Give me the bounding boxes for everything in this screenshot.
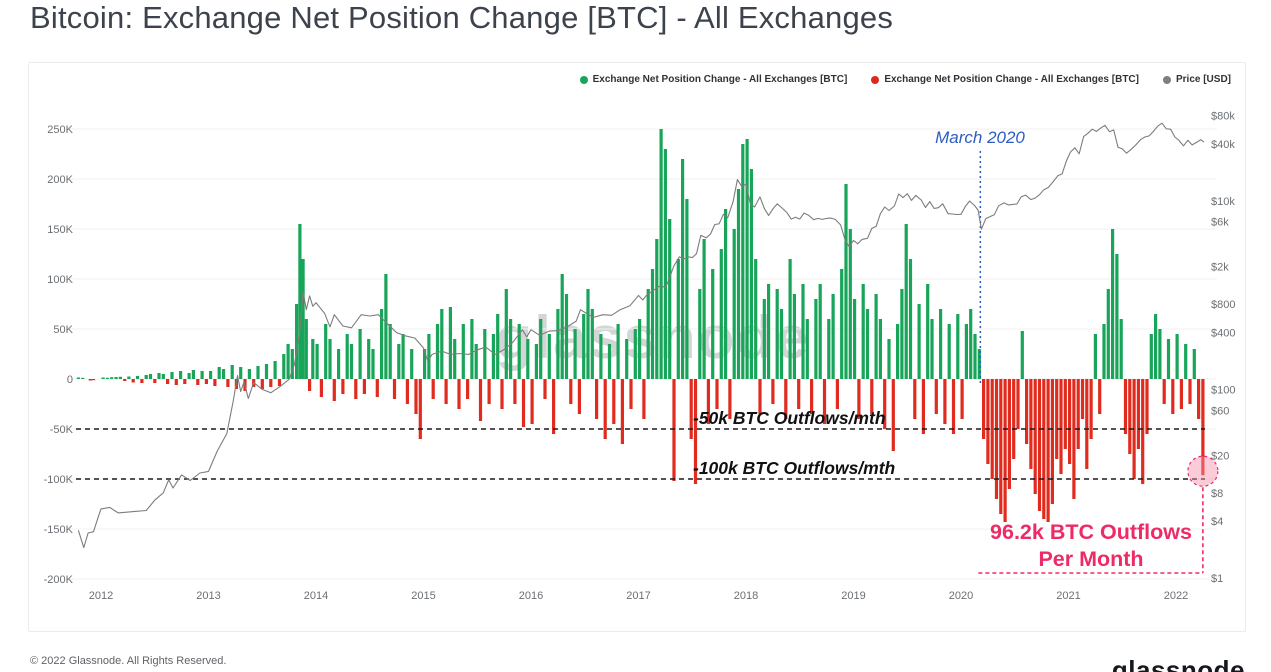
price-line	[77, 122, 1205, 549]
glassnode-logo: glassnode	[1111, 655, 1245, 672]
svg-text:$100: $100	[1211, 384, 1235, 396]
legend-dot-icon	[1162, 75, 1171, 84]
svg-text:$400: $400	[1211, 328, 1235, 340]
legend-dot-icon	[579, 75, 588, 84]
svg-text:250K: 250K	[47, 124, 73, 136]
chart-legend: Exchange Net Position Change - All Excha…	[579, 74, 1231, 85]
svg-text:2013: 2013	[196, 590, 220, 602]
outflow-highlight-label: 96.2k BTC Outflows Per Month	[990, 519, 1192, 573]
legend-item-2[interactable]: Price [USD]	[1162, 74, 1231, 85]
axis-left-labels: 250K 200K 150K 100K 50K 0 -50K -100K -150K -200K	[44, 124, 74, 586]
svg-text:50K: 50K	[53, 324, 73, 336]
outflow-50k-label: -50k BTC Outflows/mth	[693, 408, 886, 428]
svg-text:$20: $20	[1211, 450, 1229, 462]
svg-text:2015: 2015	[411, 590, 435, 602]
svg-text:100K: 100K	[47, 274, 73, 286]
outflow-threshold-lines	[76, 428, 1205, 480]
svg-text:-100K: -100K	[44, 474, 74, 486]
svg-text:$2k: $2k	[1211, 262, 1229, 274]
svg-text:0: 0	[67, 374, 73, 386]
highlight-circle-icon	[1187, 455, 1219, 487]
svg-text:2019: 2019	[841, 590, 865, 602]
page-title: Bitcoin: Exchange Net Position Change [B…	[30, 0, 894, 35]
svg-text:-150K: -150K	[44, 524, 74, 536]
net-position-bars	[76, 129, 1205, 522]
svg-text:200K: 200K	[47, 174, 73, 186]
svg-text:-50K: -50K	[50, 424, 74, 436]
chart-canvas[interactable]: 250K 200K 150K 100K 50K 0 -50K -100K -150K -200K $…	[29, 63, 1245, 631]
outflow-highlight-marker	[978, 455, 1219, 574]
svg-text:$80k: $80k	[1211, 111, 1235, 123]
axis-x-labels: 2012 2013 2014 2015 2016 2017 2018 2019 2020 2021…	[89, 590, 1188, 602]
svg-text:2021: 2021	[1056, 590, 1080, 602]
plot-area: glassnode 250K200K150K100K50K0-50K-100K-…	[29, 63, 1245, 631]
svg-text:$60: $60	[1211, 405, 1229, 417]
legend-label: Price [USD]	[1175, 74, 1231, 85]
svg-text:2020: 2020	[949, 590, 973, 602]
legend-label: Exchange Net Position Change - All Excha…	[592, 74, 848, 85]
svg-text:$6k: $6k	[1211, 217, 1229, 229]
svg-text:$40k: $40k	[1211, 139, 1235, 151]
svg-text:150K: 150K	[47, 224, 73, 236]
legend-label: Exchange Net Position Change - All Excha…	[884, 74, 1139, 85]
svg-text:-200K: -200K	[44, 574, 74, 586]
svg-text:$8: $8	[1211, 488, 1223, 500]
copyright-text: © 2022 Glassnode. All Rights Reserved.	[30, 655, 227, 667]
svg-text:2012: 2012	[89, 590, 113, 602]
svg-text:$10k: $10k	[1211, 196, 1235, 208]
svg-text:$800: $800	[1211, 299, 1235, 311]
svg-text:2014: 2014	[304, 590, 328, 602]
svg-text:2022: 2022	[1164, 590, 1188, 602]
footer: © 2022 Glassnode. All Rights Reserved. g…	[0, 648, 1271, 672]
svg-text:2017: 2017	[626, 590, 650, 602]
svg-text:$4: $4	[1211, 516, 1223, 528]
legend-item-1[interactable]: Exchange Net Position Change - All Excha…	[871, 74, 1139, 85]
outflow-highlight-line1: 96.2k BTC Outflows	[990, 520, 1192, 544]
svg-text:$1: $1	[1211, 573, 1223, 585]
outflow-highlight-line2: Per Month	[1038, 547, 1144, 571]
svg-text:2018: 2018	[734, 590, 758, 602]
outflow-100k-label: -100k BTC Outflows/mth	[693, 458, 896, 478]
legend-dot-icon	[871, 75, 880, 84]
svg-text:2016: 2016	[519, 590, 543, 602]
axis-right-labels: $80k $40k $10k $6k $2k $800 $400 $100 $60 $20 $8 $4…	[1211, 111, 1235, 585]
march-2020-label: March 2020	[935, 128, 1025, 147]
chart-card: Exchange Net Position Change - All Excha…	[28, 62, 1246, 632]
legend-item-0[interactable]: Exchange Net Position Change - All Excha…	[579, 74, 848, 85]
